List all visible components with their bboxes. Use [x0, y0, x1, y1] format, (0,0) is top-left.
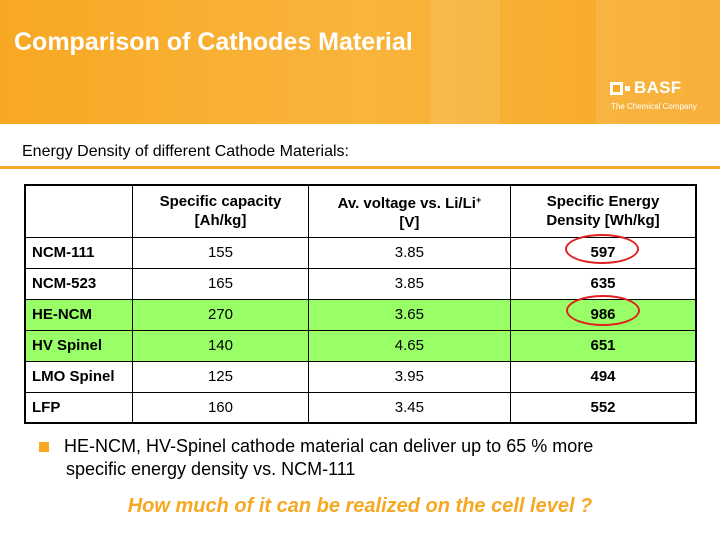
basf-logo-tagline: The Chemical Company [611, 102, 697, 111]
header-stripe [596, 0, 720, 124]
table-row-highlighted: HV Spinel 140 4.65 651 [24, 329, 697, 362]
header-specific-capacity: Specific capacity [Ah/kg] [132, 184, 309, 238]
voltage-value: 3.45 [307, 391, 512, 424]
closing-question: How much of it can be realized on the ce… [127, 495, 593, 517]
capacity-value: 165 [132, 267, 309, 300]
energy-value: 552 [510, 391, 697, 424]
basf-logo: BASF The Chemical Company [610, 78, 710, 117]
voltage-value: 3.95 [307, 360, 512, 393]
cathode-comparison-table: Specific capacity [Ah/kg] Av. voltage vs.… [24, 184, 697, 424]
table-header-row: Specific capacity [Ah/kg] Av. voltage vs.… [24, 184, 697, 238]
slide-title: Comparison of Cathodes Material [14, 28, 413, 56]
bullet-point: HE-NCM, HV-Spinel cathode material can d… [64, 435, 704, 481]
capacity-value: 125 [132, 360, 309, 393]
header-corner-cell [24, 184, 134, 238]
bullet-line: specific energy density vs. NCM-111 [66, 459, 356, 479]
voltage-value: 4.65 [307, 329, 512, 362]
material-name: LFP [24, 391, 134, 424]
basf-logo-name: BASF [634, 78, 682, 97]
table-row: NCM-523 165 3.85 635 [24, 267, 697, 300]
header-stripe [430, 0, 500, 124]
material-name: HV Spinel [24, 329, 134, 362]
energy-value: 494 [510, 360, 697, 393]
material-name: NCM-523 [24, 267, 134, 300]
table-row: LMO Spinel 125 3.95 494 [24, 360, 697, 393]
material-name: NCM-111 [24, 236, 134, 269]
energy-value: 597 [510, 236, 697, 269]
energy-value: 651 [510, 329, 697, 362]
voltage-value: 3.85 [307, 267, 512, 300]
capacity-value: 155 [132, 236, 309, 269]
table-row: LFP 160 3.45 552 [24, 391, 697, 424]
capacity-value: 160 [132, 391, 309, 424]
capacity-value: 270 [132, 298, 309, 331]
table-row-highlighted: HE-NCM 270 3.65 986 [24, 298, 697, 331]
header-specific-energy: Specific Energy Density [Wh/kg] [510, 184, 697, 238]
header-band: Comparison of Cathodes Material BASF The… [0, 0, 720, 124]
material-name: LMO Spinel [24, 360, 134, 393]
bullet-line: HE-NCM, HV-Spinel cathode material can d… [64, 436, 594, 456]
divider-rule [0, 166, 720, 169]
header-average-voltage: Av. voltage vs. Li/Li+ [V] [307, 184, 512, 238]
table-caption: Energy Density of different Cathode Mate… [22, 143, 349, 160]
capacity-value: 140 [132, 329, 309, 362]
energy-value: 635 [510, 267, 697, 300]
energy-value: 986 [510, 298, 697, 331]
material-name: HE-NCM [24, 298, 134, 331]
bullet-square-icon [39, 442, 49, 452]
basf-logo-mark [610, 82, 632, 96]
voltage-value: 3.65 [307, 298, 512, 331]
table-row: NCM-111 155 3.85 597 [24, 236, 697, 269]
voltage-value: 3.85 [307, 236, 512, 269]
